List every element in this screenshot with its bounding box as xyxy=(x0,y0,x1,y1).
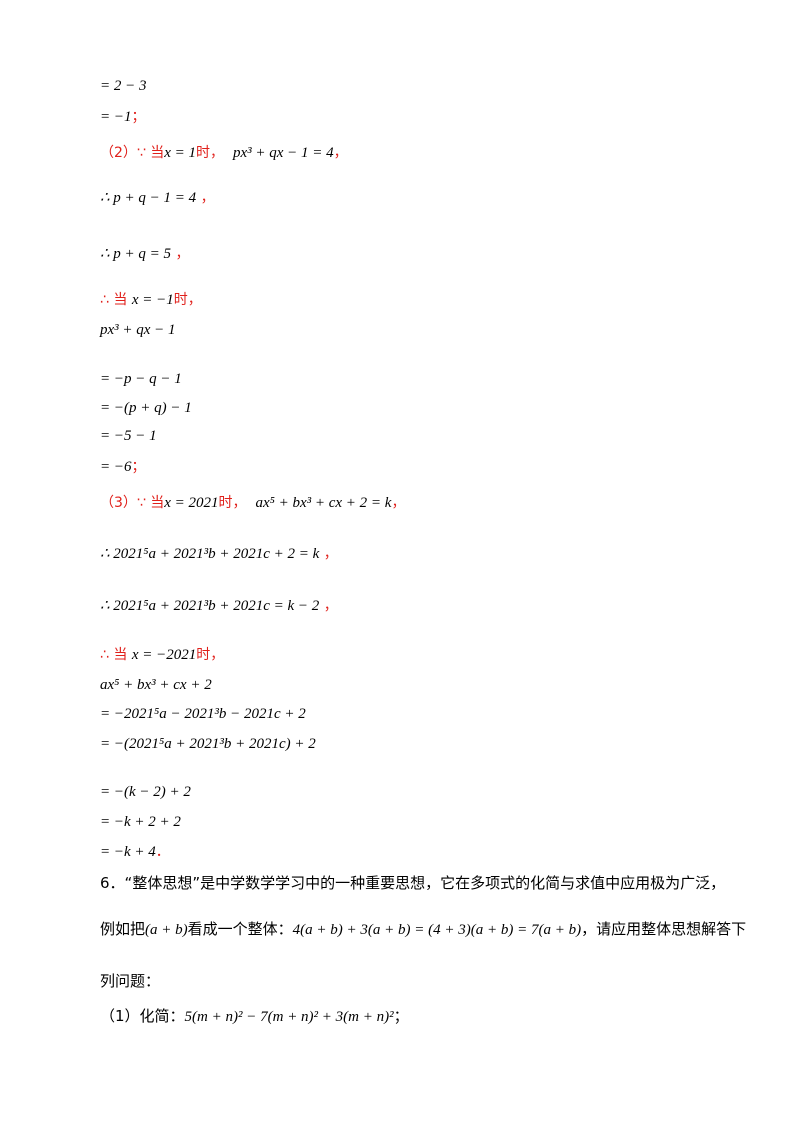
step-line-4: ∴ p + q − 1 = 4 ， xyxy=(100,190,215,206)
question-6-line-2: 例如把(a + b)看成一个整体：4(a + b) + 3(a + b) = (… xyxy=(100,920,747,938)
step-line-11: = −6； xyxy=(100,459,146,475)
step-line-21: = −k + 4． xyxy=(100,844,170,860)
step-line-18: = −(2021⁵a + 2021³b + 2021c) + 2 xyxy=(100,736,316,752)
step-line-15: ∴ 当 x = −2021时， xyxy=(100,647,225,663)
step-line-13: ∴ 2021⁵a + 2021³b + 2021c + 2 = k ， xyxy=(100,546,338,562)
step-line-14: ∴ 2021⁵a + 2021³b + 2021c = k − 2 ， xyxy=(100,598,338,614)
step-line-7: px³ + qx − 1 xyxy=(100,322,176,338)
step-line-3: （2）∵ 当x = 1时， px³ + qx − 1 = 4， xyxy=(100,145,348,161)
step-line-19: = −(k − 2) + 2 xyxy=(100,784,191,800)
step-line-10: = −5 − 1 xyxy=(100,428,157,444)
step-line-6: ∴ 当 x = −1时， xyxy=(100,292,202,308)
step-line-17: = −2021⁵a − 2021³b − 2021c + 2 xyxy=(100,706,306,722)
step-line-5: ∴ p + q = 5 ， xyxy=(100,246,190,262)
question-6-part-1: （1）化简：5(m + n)² − 7(m + n)² + 3(m + n)²； xyxy=(100,1007,409,1025)
question-6-line-1: 6．“整体思想”是中学数学学习中的一种重要思想，它在多项式的化简与求值中应用极为… xyxy=(100,874,726,892)
step-line-16: ax⁵ + bx³ + cx + 2 xyxy=(100,677,212,693)
question-6-line-3: 列问题： xyxy=(100,972,161,990)
step-line-8: = −p − q − 1 xyxy=(100,371,182,387)
step-line-9: = −(p + q) − 1 xyxy=(100,400,192,416)
step-line-12: （3）∵ 当x = 2021时， ax⁵ + bx³ + cx + 2 = k， xyxy=(100,495,406,511)
step-line-2: = −1； xyxy=(100,109,146,125)
step-line-20: = −k + 2 + 2 xyxy=(100,814,181,830)
step-line-1: = 2 − 3 xyxy=(100,78,147,94)
